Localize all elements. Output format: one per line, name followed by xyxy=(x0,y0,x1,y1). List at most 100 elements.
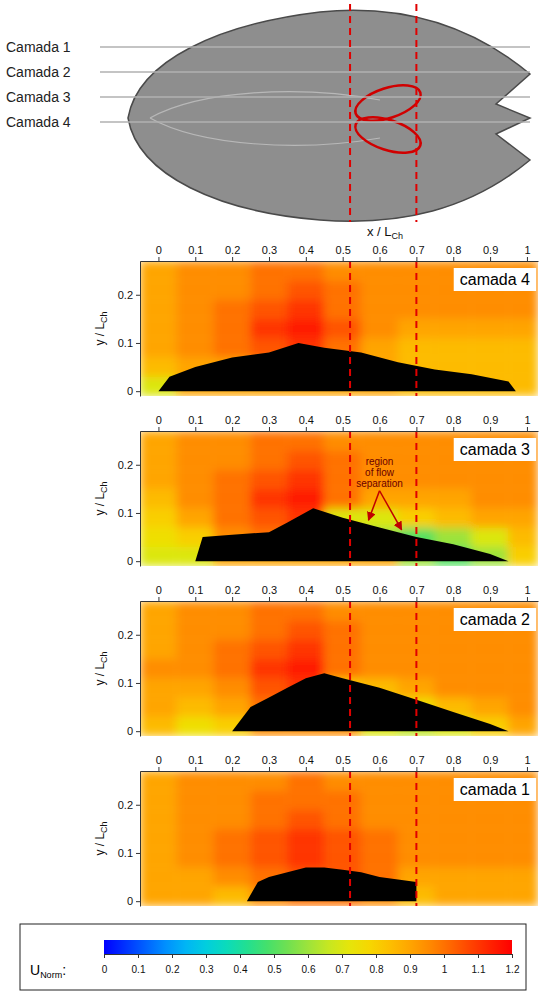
colorbar-group: 00.10.20.30.40.50.60.70.80.911.11.2UNorm… xyxy=(20,924,526,990)
field-cell xyxy=(177,717,214,736)
tick-mark xyxy=(380,257,381,261)
tick-label: 0.9 xyxy=(483,754,498,766)
field-cell xyxy=(140,697,177,716)
field-cell xyxy=(509,867,538,886)
field-cell xyxy=(472,640,509,659)
tick-label: 0.1 xyxy=(188,754,203,766)
field-cell xyxy=(324,829,361,848)
field-cell xyxy=(472,357,509,376)
panel: 00.10.20.30.40.50.60.70.80.9100.10.2y / … xyxy=(93,584,539,737)
tick-mark xyxy=(136,731,140,732)
tick-label: 0.5 xyxy=(336,414,351,426)
planform-detail xyxy=(150,92,380,146)
field-cell xyxy=(140,470,177,489)
tick: 0.7 xyxy=(409,414,424,431)
field-cell xyxy=(509,377,538,396)
panel: 00.10.20.30.40.50.60.70.80.9100.10.2y / … xyxy=(93,754,539,907)
tick: 0.6 xyxy=(372,414,387,431)
tick-label: 0.6 xyxy=(302,964,316,975)
planform-shape xyxy=(128,10,530,221)
field-cell xyxy=(177,489,214,508)
tick-mark xyxy=(136,391,140,392)
field-cell xyxy=(361,659,398,678)
field-cell xyxy=(214,848,251,867)
field-cell xyxy=(214,867,251,886)
field-cell xyxy=(140,508,177,527)
tick-label: 0.2 xyxy=(225,754,240,766)
field-cell xyxy=(214,261,251,280)
tick: 0.2 xyxy=(118,459,140,471)
field-cell xyxy=(251,848,288,867)
tick-label: 0.4 xyxy=(234,964,248,975)
tick-label: 0.7 xyxy=(409,584,424,596)
field-cell xyxy=(509,810,538,829)
tick-label: 0.9 xyxy=(483,414,498,426)
y-axis-title: y / LCh xyxy=(93,311,109,345)
field-cell xyxy=(509,489,538,508)
tick-label: 0.8 xyxy=(370,964,384,975)
tick: 0.9 xyxy=(483,754,498,771)
tick-label: 0.2 xyxy=(118,289,133,301)
field-cell xyxy=(472,508,509,527)
tick-label: 0.9 xyxy=(483,584,498,596)
field-cell xyxy=(509,659,538,678)
axis-line xyxy=(141,431,539,432)
field-cell xyxy=(435,470,472,489)
field-cell xyxy=(140,601,177,620)
tick-mark xyxy=(453,257,454,261)
y-axis-title: y / LCh xyxy=(93,821,109,855)
field-cell xyxy=(509,829,538,848)
reference-line xyxy=(349,4,351,222)
field-cell xyxy=(435,508,472,527)
field-cell xyxy=(140,280,177,299)
field-cell xyxy=(140,678,177,697)
annotation-arrow xyxy=(368,491,379,520)
tick-label: 0.2 xyxy=(225,584,240,596)
panel: 00.10.20.30.40.50.60.70.80.9100.10.2y / … xyxy=(93,414,539,567)
layer-line xyxy=(100,46,530,48)
tick-label: 0.4 xyxy=(299,414,314,426)
tick: 0.2 xyxy=(225,584,240,601)
field-cell xyxy=(251,450,288,469)
tick: 0.2 xyxy=(118,799,140,811)
tick: 0.9 xyxy=(483,414,498,431)
tick: 0.1 xyxy=(188,244,203,261)
field-cell xyxy=(472,470,509,489)
field-cell xyxy=(177,470,214,489)
tick-label: 0.2 xyxy=(225,244,240,256)
field-cell xyxy=(177,848,214,867)
tick-mark xyxy=(453,427,454,431)
tick: 0 xyxy=(127,555,140,567)
field-cell xyxy=(140,848,177,867)
tick-mark xyxy=(453,767,454,771)
field-cell xyxy=(509,470,538,489)
tick: 0.1 xyxy=(118,507,140,519)
field-cell xyxy=(361,640,398,659)
field-cell xyxy=(177,280,214,299)
tick-mark xyxy=(343,257,344,261)
figure-svg: Camada 1Camada 2Camada 3Camada 4x / LCh0… xyxy=(0,0,546,996)
field-cell xyxy=(214,697,251,716)
field-cell xyxy=(140,620,177,639)
field-cell xyxy=(214,829,251,848)
field-cell xyxy=(324,640,361,659)
field-cell xyxy=(177,338,214,357)
tick-label: 0.3 xyxy=(262,584,277,596)
tick-label: 1.2 xyxy=(506,964,520,975)
field-cell xyxy=(435,887,472,906)
field-cell xyxy=(509,678,538,697)
tick: 0.8 xyxy=(446,584,461,601)
tick: 0.3 xyxy=(262,414,277,431)
tick-mark xyxy=(136,805,140,806)
tick: 0.2 xyxy=(118,629,140,641)
tick-label: 0.5 xyxy=(336,584,351,596)
field-cell xyxy=(214,810,251,829)
field-cell xyxy=(324,489,361,508)
tick-label: 1.1 xyxy=(472,964,486,975)
field-cell xyxy=(509,547,538,566)
tick-label: 0.8 xyxy=(446,584,461,596)
reference-line xyxy=(415,601,417,736)
field-cell xyxy=(287,640,324,659)
tick-label: 0.8 xyxy=(446,244,461,256)
field-cell xyxy=(177,867,214,886)
